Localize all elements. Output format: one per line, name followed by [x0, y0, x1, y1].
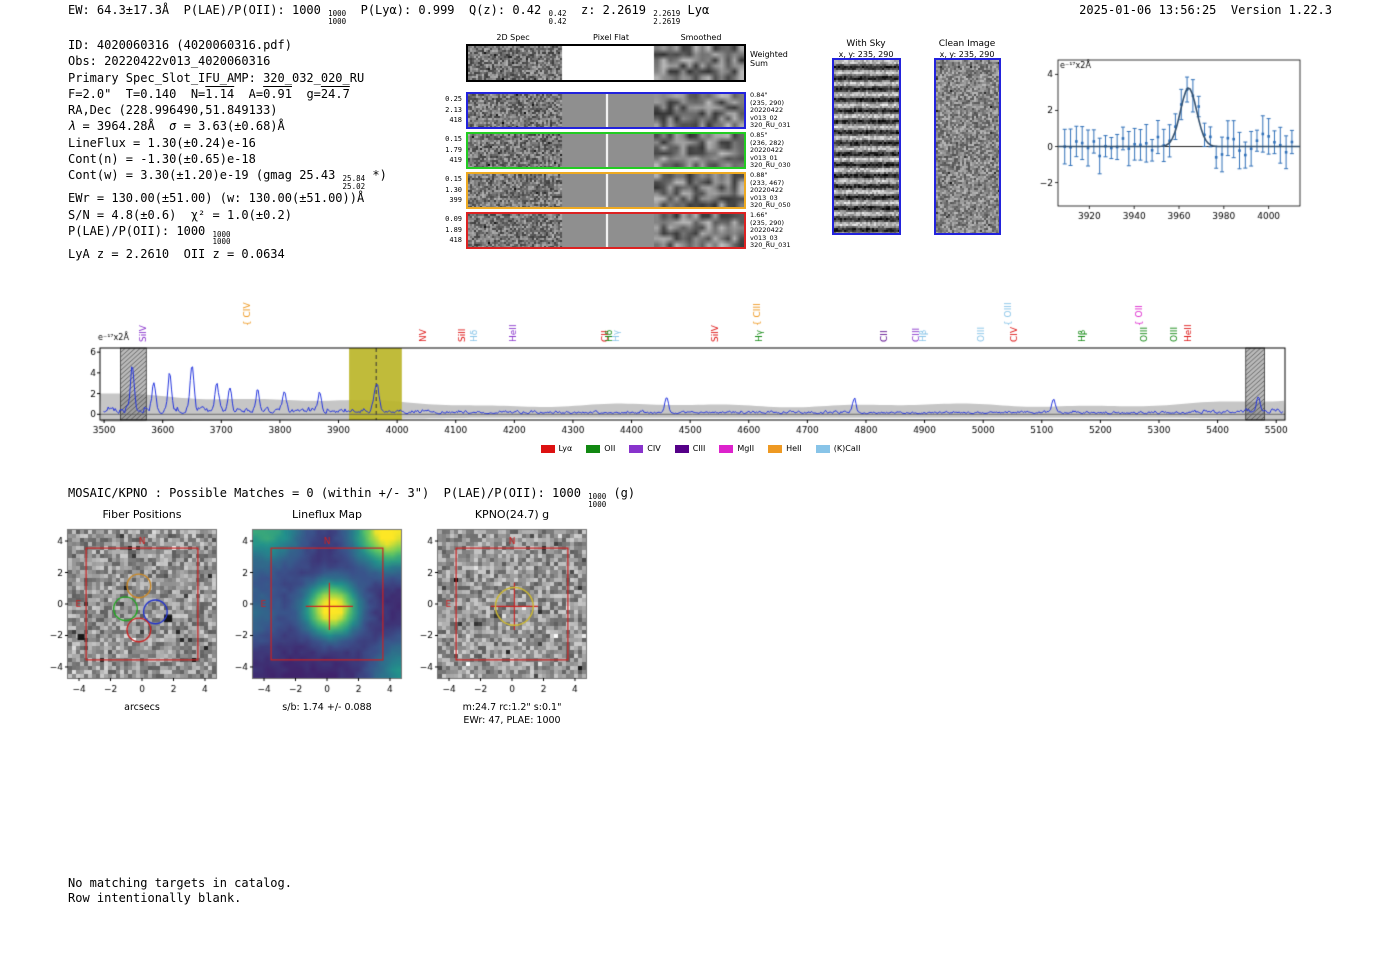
legend-item: CIV — [629, 444, 661, 453]
legend-swatch — [629, 444, 644, 453]
spec2d-col-header: Pixel Flat — [593, 33, 629, 42]
detection-info-block: ID: 4020060316 (4020060316.pdf) Obs: 2022… — [68, 37, 387, 262]
cutout-title: Lineflux Map — [291, 508, 363, 521]
info-line: P(LAE)/P(OII): 1000 1000 1000 — [68, 223, 231, 247]
cutout-image-lineflux — [225, 524, 417, 702]
legend-swatch — [768, 444, 783, 453]
spec2d-row-right-meta: 0.88" (233, 467) 20220422 v013_03 320_RU_050 — [750, 171, 791, 210]
spec2d-row-left-stats: 0.25 2.13 418 — [445, 95, 462, 124]
with-sky-panel — [832, 58, 901, 235]
info-line: λ = 3964.28Å σ = 3.63(±0.68)Å — [68, 119, 285, 134]
info-line: S/N = 4.8(±0.6) χ² = 1.0(±0.2) — [68, 207, 292, 222]
legend-swatch — [674, 444, 689, 453]
legend-swatch — [586, 444, 601, 453]
spec2d-col-header: Smoothed — [680, 33, 722, 42]
zoomed-spectrum-plot — [1018, 48, 1318, 233]
spec2d-row — [466, 212, 746, 249]
spec2d-row — [466, 172, 746, 209]
spec2d-row — [466, 132, 746, 169]
spec2d-col-header: 2D Spec — [496, 33, 530, 42]
spec2d-row-image — [468, 174, 744, 207]
legend-swatch — [540, 444, 555, 453]
cutout-caption: m:24.7 rc:1.2" s:0.1" — [462, 702, 562, 713]
legend-swatch — [719, 444, 734, 453]
legend-swatch — [815, 444, 830, 453]
info-line: LineFlux = 1.30(±0.24)e-16 — [68, 135, 256, 150]
footer-line: No matching targets in catalog. — [68, 876, 292, 890]
legend-item: (K)CaII — [815, 444, 860, 453]
with-sky-coords: x, y: 235, 290 — [838, 50, 894, 59]
cutout-title: Fiber Positions — [102, 508, 182, 521]
info-line: LyA z = 2.2610 OII z = 0.0634 — [68, 246, 285, 261]
weighted-sum-strip — [466, 44, 746, 82]
cutout-image-image — [410, 524, 602, 702]
with-sky-title: With Sky — [846, 39, 886, 49]
info-line: Cont(n) = -1.30(±0.65)e-18 — [68, 152, 256, 167]
cutout-caption: arcsecs — [124, 702, 160, 713]
full-spectrum-plot — [88, 268, 1313, 440]
spec2d-row-image — [468, 214, 744, 247]
header-datetime-version: 2025-01-06 13:56:25 Version 1.22.3 — [1079, 3, 1332, 17]
weighted-sum-label: Weighted Sum — [750, 50, 788, 68]
spec2d-row-right-meta: 0.84" (235, 290) 20220422 v013_02 320_RU_031 — [750, 91, 791, 130]
info-line: Obs: 20220422v013_4020060316 — [68, 54, 271, 69]
spectrum-legend: Lyα OII CIV CIII MgII HeII (K)CaII — [88, 444, 1313, 453]
header-summary: EW: 64.3±17.3Å P(LAE)/P(OII): 1000 1000 1… — [68, 3, 710, 26]
spec2d-row — [466, 92, 746, 129]
weighted-sum-image — [468, 46, 744, 80]
cutout-image-fibers — [40, 524, 232, 702]
cutout-panels: Fiber Positions arcsecs Lineflux Map s/b: 1… — [0, 508, 1400, 748]
cutout-caption: s/b: 1.74 +/- 0.088 — [282, 702, 372, 713]
clean-image-title: Clean Image — [938, 39, 996, 49]
clean-image-panel — [934, 58, 1001, 235]
legend-item: CIII — [674, 444, 705, 453]
clean-image-image — [936, 60, 999, 233]
info-line: F=2.0" T=0.140 N=1.14 A=0.91 g=24.7 — [68, 86, 350, 101]
spec2d-row-left-stats: 0.15 1.30 399 — [445, 175, 462, 204]
spec2d-row-left-stats: 0.15 1.79 419 — [445, 135, 462, 164]
cutout-caption-2: EWr: 47, PLAE: 1000 — [463, 715, 561, 726]
legend-item: HeII — [768, 444, 802, 453]
cutout-title: KPNO(24.7) g — [474, 508, 550, 521]
legend-item: Lyα — [540, 444, 572, 453]
info-line: ID: 4020060316 (4020060316.pdf) — [68, 38, 292, 52]
legend-item: OII — [586, 444, 615, 453]
footer-notes: No matching targets in catalog. Row inten… — [68, 876, 292, 906]
info-line: EWr = 130.00(±51.00) (w: 130.00(±51.00))… — [68, 191, 365, 206]
spec2d-row-image — [468, 94, 744, 127]
spec2d-row-right-meta: 0.85" (236, 282) 20220422 v013_01 320_RU_030 — [750, 131, 791, 170]
spec2d-row-right-meta: 1.66" (235, 290) 20220422 v013_03 320_RU_031 — [750, 211, 791, 250]
clean-image-coords: x, y: 235, 290 — [939, 50, 995, 59]
info-line: Cont(w) = 3.30(±1.20)e-19 (gmag 25.43 25… — [68, 168, 387, 191]
legend-item: MgII — [719, 444, 754, 453]
with-sky-image — [834, 60, 899, 233]
info-line: Primary Spec_Slot_IFU_AMP: 320_032_020_R… — [68, 70, 365, 85]
footer-line: Row intentionally blank. — [68, 891, 242, 905]
spec2d-row-left-stats: 0.09 1.89 418 — [445, 215, 462, 244]
mosaic-matches-line: MOSAIC/KPNO : Possible Matches = 0 (with… — [68, 486, 636, 509]
spec2d-row-image — [468, 134, 744, 167]
info-line: RA,Dec (228.996490,51.849133) — [68, 103, 278, 118]
